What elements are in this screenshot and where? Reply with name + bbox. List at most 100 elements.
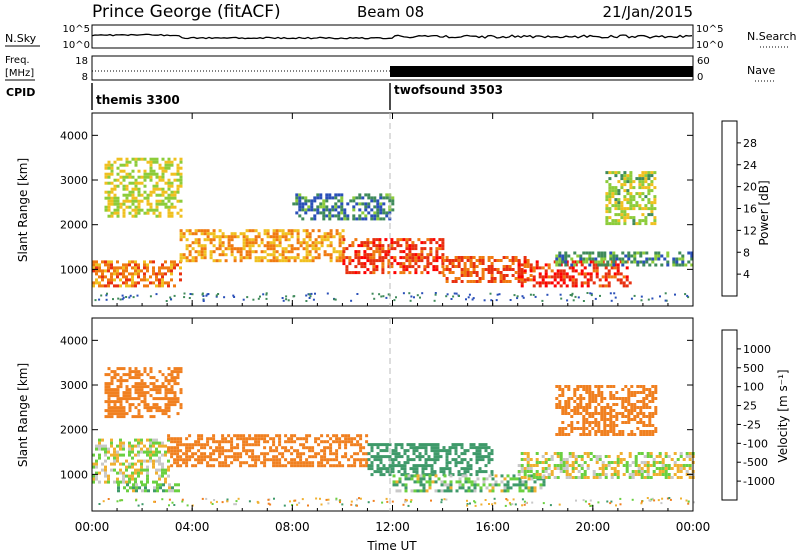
power-cell bbox=[402, 265, 406, 269]
velocity-cell bbox=[194, 464, 198, 468]
power-cell bbox=[311, 229, 315, 233]
velocity-cell bbox=[125, 397, 129, 401]
velocity-speckle bbox=[484, 499, 487, 501]
velocity-cell bbox=[648, 394, 652, 397]
velocity-cell bbox=[652, 461, 656, 464]
velocity-cell bbox=[176, 373, 180, 377]
velocity-cell bbox=[634, 461, 638, 464]
velocity-cell bbox=[152, 444, 155, 448]
power-cell bbox=[224, 259, 228, 263]
velocity-cell bbox=[594, 385, 598, 388]
velocity-cell bbox=[530, 477, 534, 481]
velocity-cell bbox=[515, 477, 519, 481]
velocity-cell bbox=[576, 388, 580, 391]
velocity-cell bbox=[329, 464, 333, 468]
velocity-cell bbox=[305, 437, 309, 441]
power-cell bbox=[647, 174, 651, 178]
velocity-cell bbox=[185, 464, 189, 468]
velocity-cell bbox=[500, 489, 504, 493]
power-speckle bbox=[574, 295, 577, 298]
velocity-cell bbox=[490, 458, 494, 462]
velocity-cell bbox=[419, 474, 423, 478]
power-cell bbox=[326, 253, 330, 257]
power-cell bbox=[360, 244, 364, 248]
velocity-cell bbox=[116, 379, 120, 383]
power-cell bbox=[626, 189, 630, 193]
velocity-cell bbox=[149, 382, 153, 386]
power-cell bbox=[95, 281, 98, 285]
power-cell bbox=[565, 275, 569, 279]
velocity-cell bbox=[344, 455, 348, 459]
velocity-cell bbox=[645, 397, 649, 400]
power-cell bbox=[375, 244, 379, 248]
velocity-cell bbox=[421, 470, 425, 474]
velocity-cell bbox=[168, 489, 171, 493]
power-cell bbox=[423, 247, 427, 251]
power-cell bbox=[600, 254, 604, 258]
power-cell bbox=[323, 232, 327, 236]
velocity-cell bbox=[609, 394, 613, 397]
power-cell bbox=[101, 260, 104, 264]
power-cell bbox=[310, 217, 314, 221]
velocity-cell bbox=[630, 391, 634, 394]
power-cell bbox=[387, 271, 391, 275]
velocity-cell bbox=[475, 455, 479, 459]
velocity-cell bbox=[140, 394, 144, 398]
velocity-cell bbox=[311, 464, 315, 468]
power-cell bbox=[556, 269, 560, 273]
velocity-cell bbox=[173, 382, 177, 386]
velocity-speckle bbox=[512, 498, 515, 501]
velocity-cell bbox=[487, 461, 491, 465]
velocity-cell bbox=[385, 443, 389, 447]
power-cell bbox=[137, 266, 140, 270]
velocity-cell bbox=[591, 427, 595, 430]
velocity-cell bbox=[218, 446, 222, 450]
power-cell bbox=[370, 214, 374, 218]
power-cell bbox=[322, 205, 326, 209]
velocity-cell bbox=[532, 473, 536, 476]
velocity-cell bbox=[128, 450, 131, 454]
velocity-speckle bbox=[301, 498, 304, 501]
velocity-cell bbox=[113, 462, 116, 466]
velocity-cell bbox=[576, 403, 580, 406]
power-cell bbox=[372, 268, 376, 272]
power-speckle bbox=[560, 297, 563, 300]
power-cell bbox=[239, 256, 243, 260]
velocity-cell bbox=[353, 458, 357, 462]
velocity-cell bbox=[610, 473, 614, 476]
power-cell bbox=[681, 254, 685, 258]
power-cell bbox=[460, 256, 464, 259]
power-cell bbox=[179, 214, 183, 218]
velocity-speckle bbox=[171, 501, 174, 504]
velocity-cell bbox=[388, 443, 392, 447]
power-cell bbox=[116, 172, 120, 176]
velocity-cell bbox=[95, 477, 98, 481]
velocity-cell bbox=[561, 430, 565, 433]
velocity-speckle bbox=[609, 502, 612, 505]
velocity-cell bbox=[579, 397, 583, 400]
velocity-speckle bbox=[410, 499, 413, 502]
velocity-cell bbox=[137, 373, 141, 377]
velocity-cell bbox=[379, 470, 383, 474]
power-cell bbox=[366, 268, 370, 272]
velocity-cell bbox=[146, 391, 150, 395]
power-speckle bbox=[312, 298, 315, 301]
power-cell bbox=[375, 250, 379, 254]
velocity-cell bbox=[248, 434, 252, 438]
power-cell bbox=[113, 284, 116, 288]
velocity-cell bbox=[580, 473, 584, 476]
velocity-cell bbox=[500, 474, 504, 478]
power-cell bbox=[608, 183, 612, 187]
power-cell bbox=[559, 278, 563, 282]
power-speckle bbox=[684, 293, 687, 296]
velocity-cell bbox=[541, 467, 545, 470]
power-cell bbox=[116, 157, 120, 161]
velocity-cell bbox=[242, 437, 246, 441]
power-cell bbox=[290, 232, 294, 236]
power-cell bbox=[257, 235, 261, 239]
power-cell bbox=[604, 272, 608, 276]
power-cell bbox=[610, 260, 614, 264]
velocity-cell bbox=[538, 473, 542, 476]
power-cell bbox=[633, 257, 637, 261]
velocity-cell bbox=[362, 464, 366, 468]
